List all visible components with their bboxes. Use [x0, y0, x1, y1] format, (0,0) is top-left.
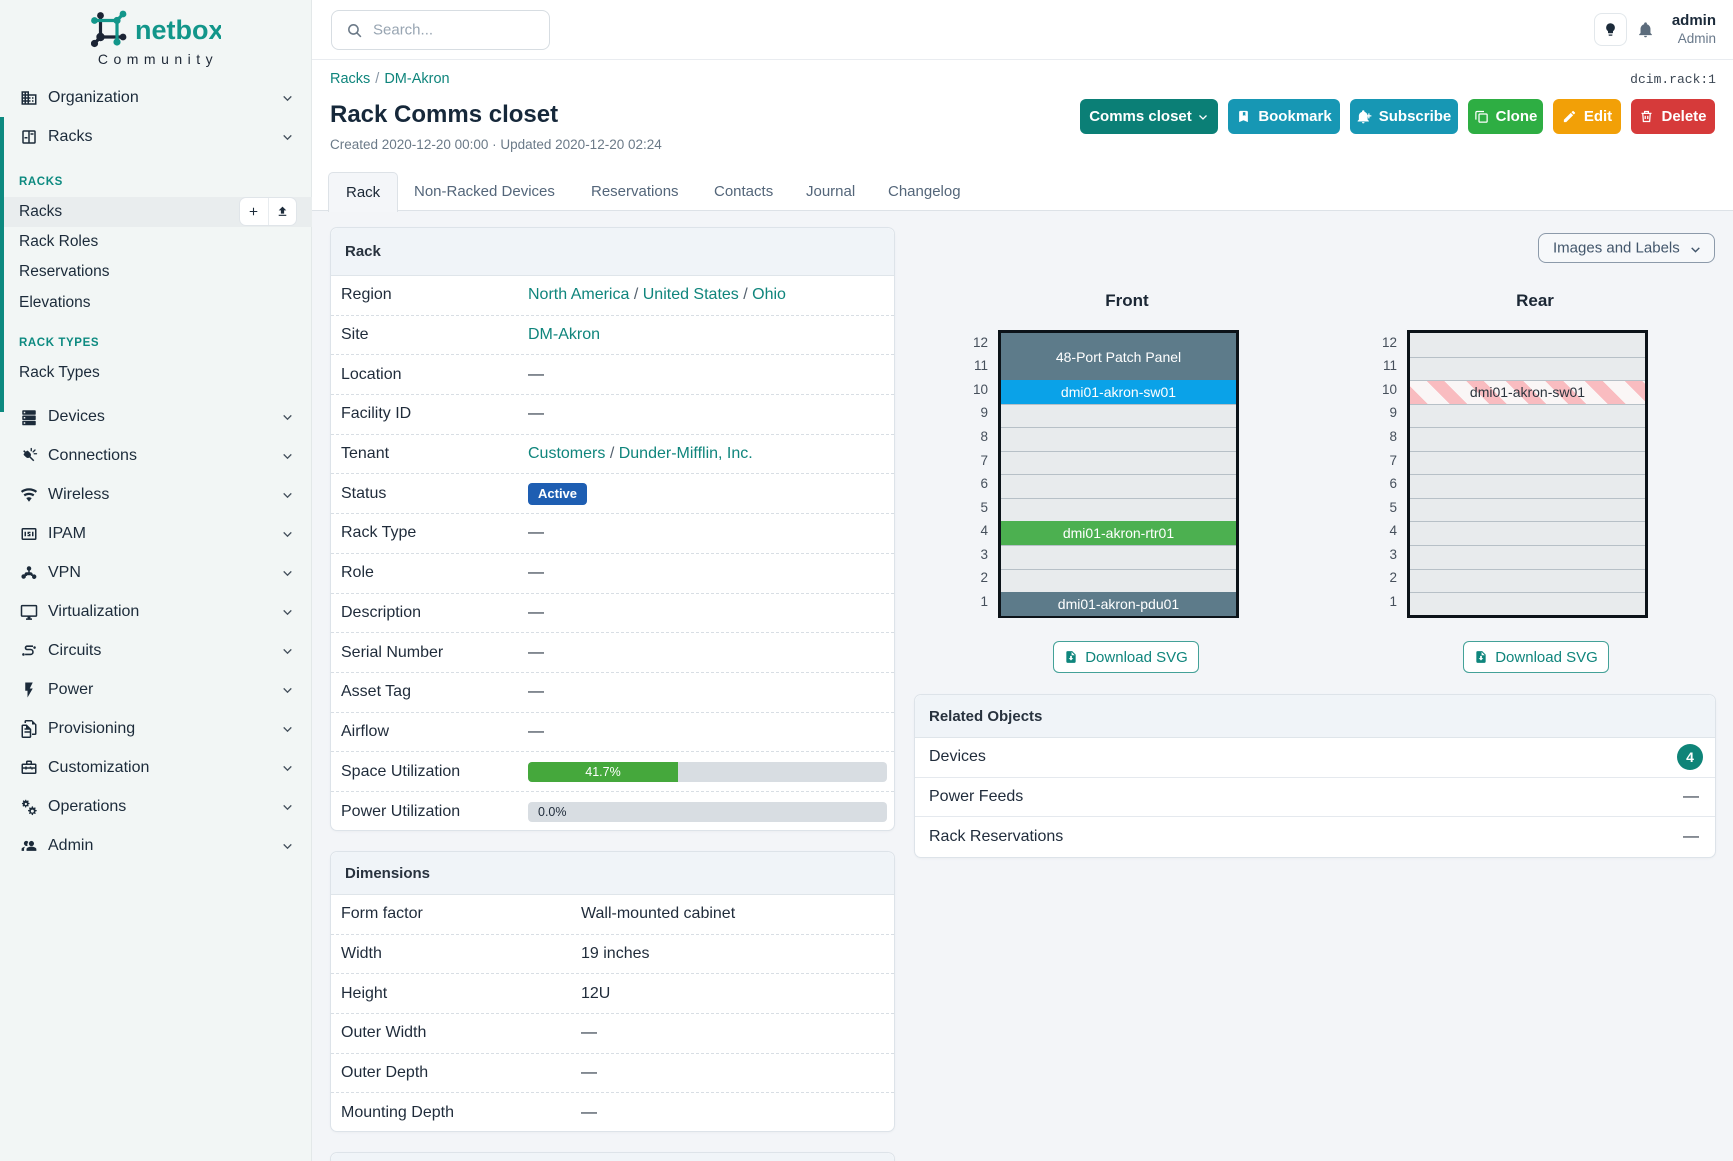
svg-text:netbox: netbox: [135, 15, 221, 45]
